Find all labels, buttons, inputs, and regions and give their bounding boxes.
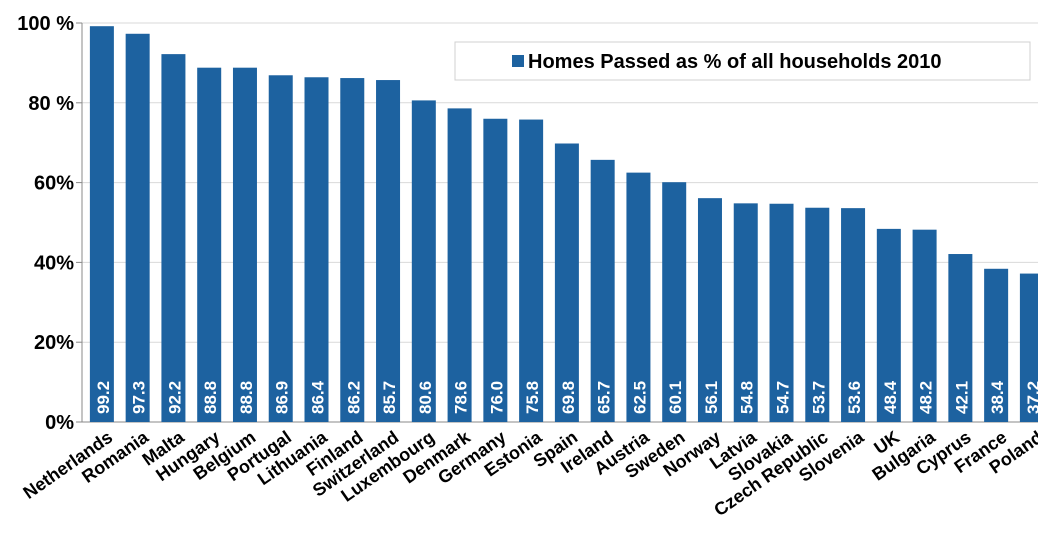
bar [554,143,579,423]
data-label: 75.8 [523,381,542,414]
data-label: 56.1 [702,381,721,414]
bar [626,172,651,422]
data-label: 85.7 [380,381,399,414]
data-label: 92.2 [165,381,184,414]
data-label: 78.6 [452,381,471,414]
data-label: 99.2 [94,381,113,414]
legend-box [454,41,1031,81]
data-label: 60.1 [666,381,685,414]
data-label: 54.7 [774,381,793,414]
bar [984,268,1009,422]
bar [912,229,937,422]
bar [590,159,615,422]
bar [519,119,544,423]
data-label: 48.4 [881,380,900,414]
bar [662,182,687,422]
data-label: 53.7 [809,381,828,414]
data-label: 97.3 [130,381,149,414]
bar [1019,273,1038,422]
legend-swatch [512,55,524,67]
y-tick-label: 100 % [17,13,74,35]
y-tick-label: 60% [34,173,74,195]
y-tick-label: 0% [45,412,74,434]
bar [948,254,973,422]
data-label: 86.4 [309,380,328,414]
bar [769,203,794,422]
bar [161,54,186,422]
legend-label: Homes Passed as % of all households 2010 [528,51,942,73]
bar [876,228,901,422]
data-label: 88.8 [237,381,256,414]
y-tick-label: 40% [34,252,74,274]
bar [340,78,365,422]
bar [125,33,150,422]
data-label: 65.7 [595,381,614,414]
y-tick-label: 20% [34,332,74,354]
bar [411,100,436,422]
bar [447,108,472,423]
data-label: 53.6 [845,381,864,414]
data-label: 42.1 [952,381,971,414]
data-label: 86.9 [273,381,292,414]
data-label: 88.8 [201,381,220,414]
data-label: 48.2 [917,381,936,414]
bar [697,198,722,422]
data-label: 86.2 [344,381,363,414]
data-label: 76.0 [487,381,506,414]
bar [89,26,114,423]
data-label: 62.5 [630,381,649,414]
bar [483,118,508,422]
bar [304,77,329,422]
bar [805,207,830,422]
bar [376,80,401,422]
data-label: 37.2 [1024,381,1038,414]
bar [197,67,222,423]
bar [841,208,866,422]
data-label: 38.4 [988,380,1007,414]
data-label: 69.8 [559,381,578,414]
data-label: 80.6 [416,381,435,414]
bar [268,75,293,423]
bar [232,67,257,423]
legend: Homes Passed as % of all households 2010 [454,41,1031,81]
bar [733,203,758,422]
y-tick-label: 80 % [28,93,74,115]
data-label: 54.8 [738,381,757,414]
